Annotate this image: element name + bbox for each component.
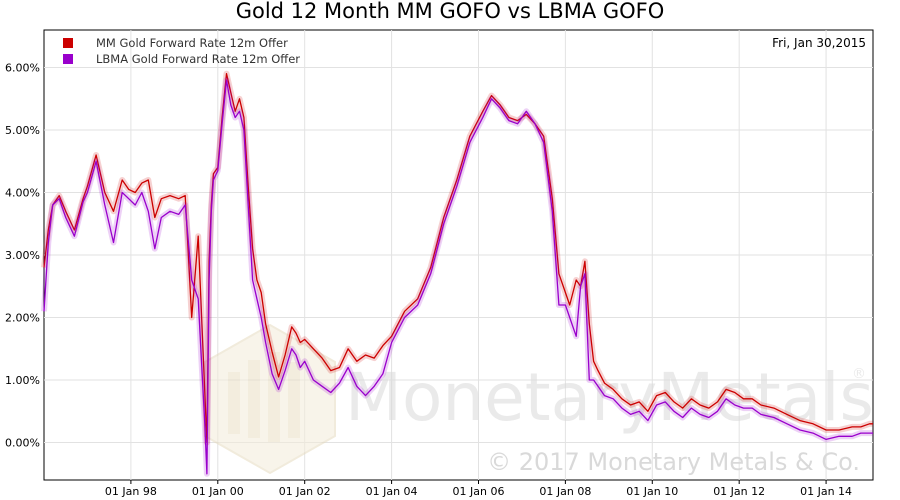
series-layer <box>41 70 873 477</box>
y-tick-label: 1.00% <box>5 374 40 387</box>
series-line-1 <box>43 79 873 475</box>
grid <box>44 30 873 480</box>
series-line-0 <box>43 73 873 444</box>
x-tick-label: 01 Jan 12 <box>713 485 765 498</box>
x-tick-label: 01 Jan 10 <box>626 485 678 498</box>
x-axis: 01 Jan 98 01 Jan 00 01 Jan 02 01 Jan 04 01 J… <box>105 480 852 498</box>
legend-swatch-mm <box>63 38 73 48</box>
legend-label-mm: MM Gold Forward Rate 12m Offer <box>96 36 288 50</box>
y-tick-label: 0.00% <box>5 437 40 450</box>
legend: MM Gold Forward Rate 12m Offer LBMA Gold… <box>63 36 300 66</box>
y-axis: 0.00% 1.00% 2.00% 3.00% 4.00% 5.00% 6.00% <box>5 62 40 450</box>
watermark-registered-mark: ® <box>852 366 866 382</box>
y-tick-label: 3.00% <box>5 249 40 262</box>
legend-swatch-lbma <box>63 54 73 64</box>
date-label: Fri, Jan 30,2015 <box>772 36 866 50</box>
legend-label-lbma: LBMA Gold Forward Rate 12m Offer <box>96 52 300 66</box>
y-tick-label: 6.00% <box>5 62 40 75</box>
x-tick-label: 01 Jan 06 <box>453 485 505 498</box>
y-tick-label: 5.00% <box>5 124 40 137</box>
x-tick-label: 01 Jan 14 <box>800 485 852 498</box>
watermark-logo-icon <box>204 323 336 475</box>
watermark-copyright: © 2017 Monetary Metals & Co. <box>487 448 860 476</box>
x-tick-label: 01 Jan 00 <box>192 485 244 498</box>
x-tick-label: 01 Jan 04 <box>366 485 418 498</box>
x-tick-label: 01 Jan 02 <box>279 485 331 498</box>
y-tick-label: 2.00% <box>5 312 40 325</box>
y-tick-label: 4.00% <box>5 187 40 200</box>
x-tick-label: 01 Jan 08 <box>539 485 591 498</box>
x-tick-label: 01 Jan 98 <box>105 485 157 498</box>
chart-title: Gold 12 Month MM GOFO vs LBMA GOFO <box>236 0 665 23</box>
